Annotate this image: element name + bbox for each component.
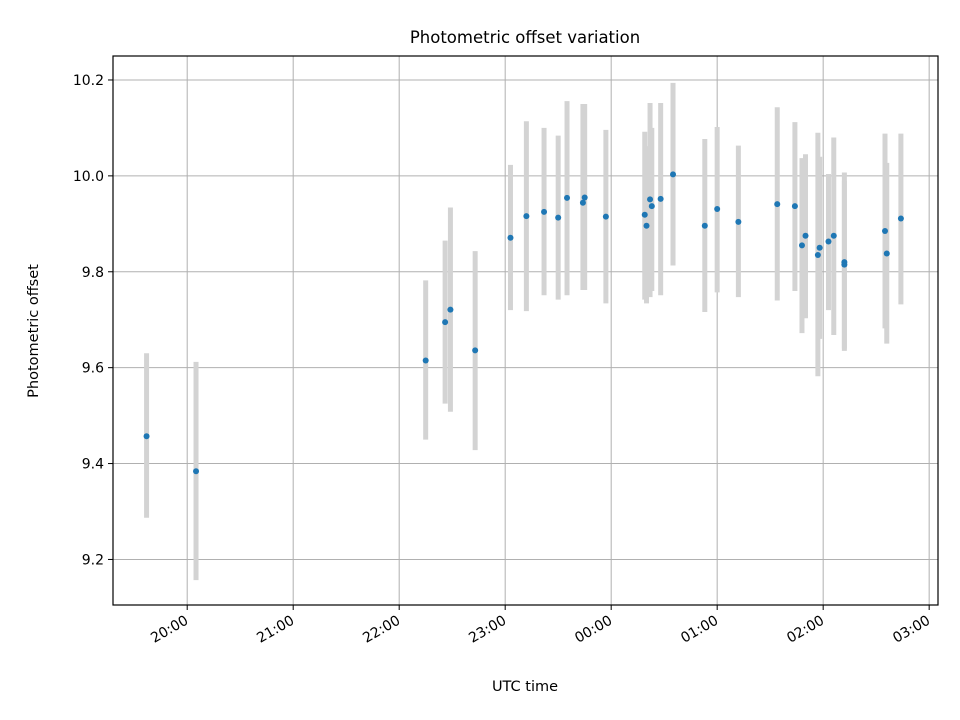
data-point	[442, 319, 449, 326]
data-point	[641, 211, 648, 218]
error-bars	[144, 82, 904, 581]
data-point	[774, 201, 781, 208]
data-point	[897, 215, 904, 222]
data-point	[472, 347, 479, 354]
data-point	[507, 234, 514, 241]
data-point	[830, 232, 837, 239]
data-point	[564, 194, 571, 201]
plot-frame	[112, 55, 939, 606]
data-point	[647, 196, 654, 203]
data-point	[193, 468, 200, 475]
x-tick-label: 22:00	[360, 613, 403, 647]
data-points	[143, 171, 904, 475]
y-axis: 9.2 9.4 9.6 9.8 10.0 10.2	[73, 73, 113, 568]
y-tick-label: 9.8	[82, 265, 104, 281]
x-tick-label: 20:00	[148, 613, 191, 647]
data-point	[802, 232, 809, 239]
x-tick-label: 23:00	[466, 613, 509, 647]
data-point	[791, 203, 798, 210]
y-tick-label: 9.4	[82, 457, 104, 473]
x-tick-label: 02:00	[784, 613, 827, 647]
data-point	[447, 306, 454, 313]
data-point	[523, 213, 530, 220]
x-tick-label: 21:00	[254, 613, 297, 647]
data-point	[701, 222, 708, 229]
data-point	[798, 242, 805, 249]
data-point	[670, 171, 677, 178]
data-point	[555, 214, 562, 221]
data-point	[814, 251, 821, 258]
y-tick-label: 10.0	[73, 169, 104, 185]
x-tick-label: 00:00	[572, 613, 615, 647]
data-point	[648, 203, 655, 210]
data-point	[643, 222, 650, 229]
y-tick-label: 9.2	[82, 552, 104, 568]
data-point	[735, 218, 742, 225]
data-point	[143, 433, 150, 440]
data-point	[841, 261, 848, 268]
data-point	[541, 208, 548, 215]
data-point	[882, 228, 889, 235]
data-point	[816, 244, 823, 251]
x-axis: 20:00 21:00 22:00 23:00 00:00 01:00 02:00 03:00	[148, 605, 933, 647]
data-point	[825, 238, 832, 245]
data-point	[422, 357, 429, 364]
data-point	[714, 205, 721, 212]
y-tick-label: 9.6	[82, 361, 104, 377]
x-tick-label: 03:00	[890, 613, 933, 647]
data-point	[883, 250, 890, 257]
data-point	[657, 195, 664, 202]
y-axis-label: Photometric offset	[26, 264, 42, 398]
data-point	[602, 213, 609, 220]
chart-title: Photometric offset variation	[410, 28, 640, 47]
data-point	[579, 199, 586, 206]
x-tick-label: 01:00	[678, 613, 721, 647]
y-tick-label: 10.2	[73, 73, 104, 89]
x-axis-label: UTC time	[492, 679, 558, 695]
data-point	[581, 194, 588, 201]
